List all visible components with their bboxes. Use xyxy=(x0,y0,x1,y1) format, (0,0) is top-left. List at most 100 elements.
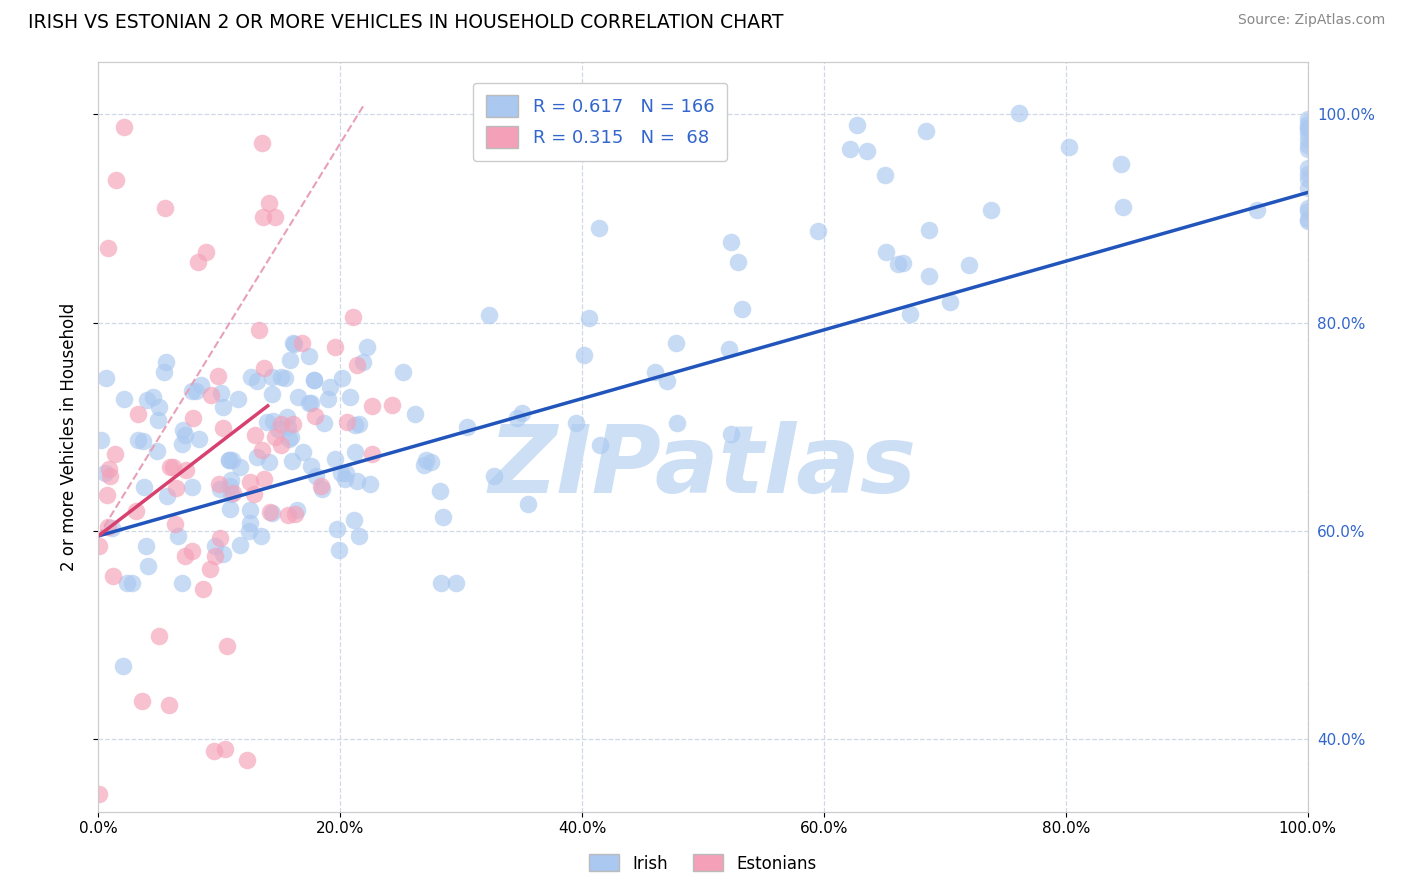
Point xyxy=(807,224,830,238)
Point xyxy=(236,753,259,767)
Point xyxy=(211,400,233,414)
Point xyxy=(264,210,287,224)
Point xyxy=(148,629,170,643)
Point xyxy=(281,336,304,351)
Point xyxy=(262,369,284,384)
Point xyxy=(298,349,321,363)
Point xyxy=(420,455,443,469)
Point xyxy=(253,472,276,486)
Point xyxy=(221,453,243,467)
Point xyxy=(1296,112,1319,126)
Point xyxy=(446,575,468,590)
Point xyxy=(111,659,134,673)
Point xyxy=(162,459,184,474)
Point xyxy=(190,377,212,392)
Point xyxy=(346,475,368,489)
Point xyxy=(280,430,302,444)
Point xyxy=(311,482,333,496)
Point xyxy=(875,244,897,259)
Point xyxy=(87,539,110,553)
Point xyxy=(302,374,325,388)
Point xyxy=(209,385,232,400)
Point xyxy=(239,516,262,531)
Point xyxy=(918,269,941,284)
Point xyxy=(980,203,1002,218)
Text: ZIPatlas: ZIPatlas xyxy=(489,421,917,513)
Point xyxy=(1109,157,1132,171)
Point xyxy=(138,558,160,573)
Point xyxy=(1296,180,1319,194)
Point xyxy=(305,468,328,483)
Point xyxy=(246,374,269,388)
Point xyxy=(665,336,688,351)
Point xyxy=(1296,132,1319,146)
Point xyxy=(204,549,226,563)
Point xyxy=(112,120,135,135)
Point xyxy=(200,387,222,401)
Point xyxy=(191,582,214,596)
Point xyxy=(939,294,962,309)
Point xyxy=(516,497,538,511)
Point xyxy=(287,390,309,404)
Point xyxy=(1296,126,1319,140)
Point xyxy=(239,475,262,489)
Point xyxy=(115,575,138,590)
Point xyxy=(391,365,413,379)
Point xyxy=(218,453,240,467)
Point xyxy=(277,508,299,522)
Point xyxy=(136,392,159,407)
Point xyxy=(893,256,915,270)
Point xyxy=(731,301,754,316)
Point xyxy=(482,469,505,483)
Point xyxy=(1008,106,1031,120)
Point xyxy=(194,245,217,260)
Point xyxy=(304,409,326,424)
Point xyxy=(214,742,236,756)
Point xyxy=(262,506,284,520)
Point xyxy=(170,575,193,590)
Point xyxy=(349,417,371,432)
Point xyxy=(657,374,679,388)
Point xyxy=(346,358,368,372)
Point xyxy=(219,478,242,492)
Point xyxy=(1296,212,1319,227)
Point xyxy=(247,323,270,337)
Point xyxy=(415,453,437,467)
Point xyxy=(112,392,135,406)
Point xyxy=(316,392,339,406)
Point xyxy=(1246,202,1268,217)
Point xyxy=(207,369,229,384)
Point xyxy=(127,407,149,421)
Point xyxy=(187,432,209,446)
Point xyxy=(1296,202,1319,216)
Point xyxy=(90,433,112,447)
Point xyxy=(1296,167,1319,181)
Point xyxy=(839,142,862,156)
Point xyxy=(1057,140,1080,154)
Point xyxy=(1296,204,1319,219)
Point xyxy=(325,522,347,536)
Point xyxy=(181,411,204,425)
Point xyxy=(352,355,374,369)
Point xyxy=(349,529,371,543)
Point xyxy=(727,254,749,268)
Point xyxy=(127,433,149,447)
Point xyxy=(291,336,314,351)
Point xyxy=(174,428,197,442)
Point xyxy=(94,466,117,480)
Point xyxy=(1296,121,1319,136)
Point xyxy=(276,410,298,425)
Point xyxy=(89,787,111,801)
Point xyxy=(165,481,187,495)
Point xyxy=(1296,142,1319,156)
Point xyxy=(285,502,308,516)
Point xyxy=(209,531,232,545)
Point xyxy=(200,562,222,576)
Point xyxy=(229,459,252,474)
Point xyxy=(342,310,364,325)
Point xyxy=(209,482,232,496)
Point xyxy=(246,450,269,464)
Point xyxy=(277,420,299,434)
Point xyxy=(101,521,124,535)
Point xyxy=(181,384,204,398)
